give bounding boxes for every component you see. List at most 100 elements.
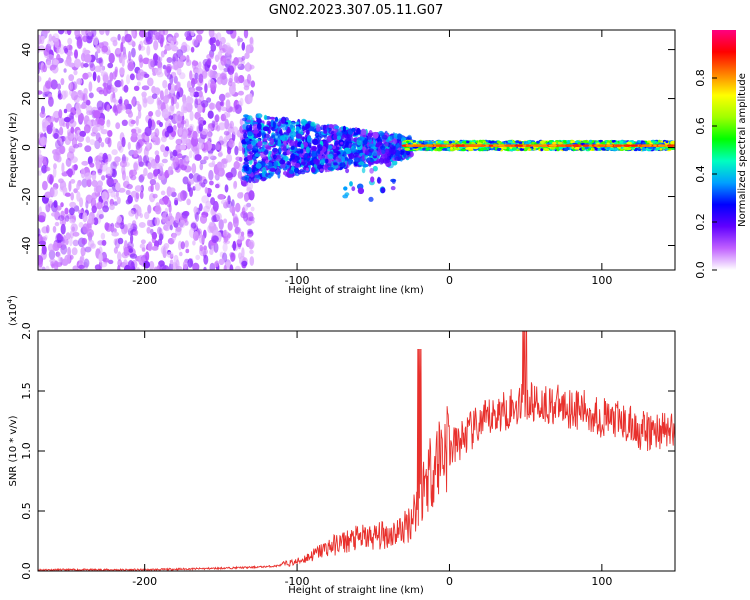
signal-blob <box>254 174 260 178</box>
noise-blob <box>180 105 185 114</box>
tone-blob <box>642 142 646 145</box>
noise-blob <box>191 59 197 70</box>
tone-blob <box>450 146 453 150</box>
noise-blob <box>227 221 233 231</box>
signal-blob <box>262 166 267 172</box>
signal-blob <box>332 145 336 149</box>
noise-blob <box>249 37 254 45</box>
noise-blob <box>59 220 64 225</box>
signal-blob <box>341 157 346 163</box>
noise-blob <box>186 80 192 90</box>
noise-blob <box>60 223 66 235</box>
noise-blob <box>121 56 125 68</box>
noise-blob <box>96 57 103 64</box>
noise-blob <box>111 231 119 237</box>
signal-blob <box>336 131 343 137</box>
signal-blob <box>310 166 316 173</box>
noise-blob <box>250 80 256 88</box>
signal-blob <box>289 139 295 147</box>
tone-blob <box>581 147 585 151</box>
noise-blob <box>182 260 188 270</box>
signal-blob <box>255 162 262 169</box>
tone-blob <box>566 140 571 143</box>
noise-blob <box>128 210 135 217</box>
noise-blob <box>219 36 226 45</box>
tone-blob <box>536 140 540 144</box>
noise-blob <box>73 70 78 76</box>
signal-blob <box>245 119 251 123</box>
signal-blob <box>370 176 375 183</box>
noise-blob <box>136 267 140 270</box>
noise-blob <box>234 104 242 114</box>
noise-blob <box>74 49 78 59</box>
noise-blob <box>92 71 97 82</box>
tone-peak <box>522 144 527 147</box>
noise-blob <box>78 112 84 123</box>
signal-blob <box>351 138 355 142</box>
noise-blob <box>120 79 124 87</box>
noise-blob <box>235 265 241 270</box>
tone-blob <box>626 141 632 145</box>
noise-blob <box>249 256 255 266</box>
noise-blob <box>248 190 255 201</box>
signal-blob <box>310 121 316 128</box>
noise-blob <box>174 85 178 91</box>
noise-blob <box>154 217 160 226</box>
noise-blob <box>160 34 164 45</box>
noise-blob <box>215 183 220 189</box>
signal-blob <box>273 161 279 168</box>
signal-blob <box>344 157 349 162</box>
tone-blob <box>436 147 440 151</box>
signal-blob <box>310 145 318 151</box>
noise-blob <box>84 53 92 63</box>
signal-blob <box>263 114 268 121</box>
noise-blob <box>151 119 155 128</box>
noise-blob <box>52 225 57 233</box>
noise-blob <box>41 164 48 174</box>
noise-blob <box>197 116 205 128</box>
tone-blob <box>544 148 550 152</box>
signal-blob <box>262 158 267 162</box>
y-tick-label: -20 <box>20 188 33 206</box>
signal-blob <box>406 136 412 141</box>
noise-blob <box>44 191 52 198</box>
noise-blob <box>173 254 179 264</box>
signal-blob <box>389 134 395 140</box>
noise-blob <box>171 162 177 169</box>
noise-blob <box>86 178 92 188</box>
signal-blob <box>379 132 385 137</box>
noise-blob <box>218 219 224 230</box>
signal-blob <box>256 122 262 130</box>
colorbar-tick-label: 0.6 <box>694 117 707 135</box>
noise-blob <box>41 266 46 270</box>
noise-blob <box>228 139 235 148</box>
signal-blob <box>284 156 289 162</box>
signal-blob <box>261 144 265 150</box>
noise-blob <box>187 133 191 139</box>
noise-blob <box>131 47 136 58</box>
noise-blob <box>188 178 195 185</box>
noise-blob <box>197 137 206 144</box>
noise-blob <box>157 99 163 106</box>
noise-blob <box>211 120 216 128</box>
noise-blob <box>52 33 60 42</box>
noise-blob <box>143 167 148 177</box>
noise-blob <box>166 220 171 227</box>
noise-blob <box>247 233 253 238</box>
noise-blob <box>114 69 118 78</box>
tone-blob <box>656 147 661 151</box>
noise-blob <box>54 266 59 270</box>
noise-blob <box>43 47 50 56</box>
noise-blob <box>224 184 229 193</box>
x-tick-label: -200 <box>132 274 157 287</box>
tone-blob <box>527 140 532 143</box>
tone-blob <box>423 141 428 145</box>
signal-blob <box>381 147 386 155</box>
noise-blob <box>241 55 246 61</box>
snr-series-line <box>38 331 675 571</box>
noise-blob <box>246 73 252 84</box>
tone-blob <box>433 148 438 151</box>
noise-blob <box>73 188 78 194</box>
noise-blob <box>137 128 142 134</box>
noise-blob <box>125 199 131 205</box>
